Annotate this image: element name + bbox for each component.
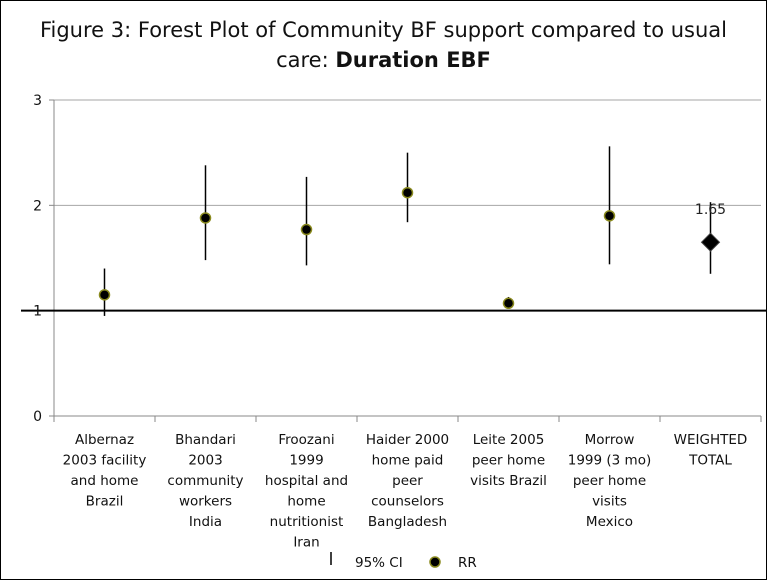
x-category-line: and home — [71, 473, 139, 489]
confidence-intervals — [103, 146, 712, 316]
total-value-label: 1.65 — [695, 202, 726, 218]
x-category-labels: Albernaz 2003 facility and home Brazil Bhand… — [63, 432, 748, 551]
rr-point — [300, 223, 313, 236]
chart-title-bold: Duration EBF — [335, 48, 491, 72]
x-category-line: hospital and — [265, 473, 348, 489]
x-category-line: Haider 2000 — [366, 432, 449, 448]
axes — [49, 99, 762, 422]
x-category-line: Brazil — [86, 494, 124, 510]
x-category-line: Leite 2005 — [473, 432, 545, 448]
x-category-line: 1999 (3 mo) — [568, 453, 651, 469]
x-category-label: Haider 2000 home paid peer counselors Bangla… — [366, 432, 449, 530]
rr-point — [502, 297, 515, 310]
x-category-line: TOTAL — [688, 453, 732, 469]
x-category-line: counselors — [371, 494, 444, 510]
legend: 95% CI RR — [330, 552, 477, 571]
x-category-line: Morrow — [585, 432, 635, 448]
chart-title-line1: Figure 3: Forest Plot of Community BF su… — [39, 18, 728, 42]
x-category-line: home — [287, 494, 325, 510]
y-tick-label: 2 — [33, 198, 42, 214]
x-category-line: Bangladesh — [368, 514, 447, 530]
y-tick-labels: 0 1 2 3 — [33, 93, 42, 425]
rr-diamond-total — [700, 232, 721, 252]
x-category-label: WEIGHTED TOTAL — [674, 432, 748, 469]
x-category-label: Leite 2005 peer home visits Brazil — [470, 432, 547, 489]
chart-title-prefix: care: — [276, 48, 336, 72]
x-category-line: 1999 — [289, 453, 323, 469]
legend-ci-label: 95% CI — [355, 555, 403, 571]
x-category-label: Albernaz 2003 facility and home Brazil — [63, 432, 147, 510]
chart-title-line2: care: Duration EBF — [11, 45, 756, 75]
x-category-label: Morrow 1999 (3 mo) peer home visits Mexico — [568, 432, 651, 530]
x-category-line: Froozani — [278, 432, 334, 448]
x-category-line: workers — [179, 494, 232, 510]
x-category-line: peer home — [472, 453, 545, 469]
rr-point — [603, 210, 616, 222]
x-category-line: nutritionist — [270, 514, 344, 530]
rr-point — [401, 186, 414, 199]
x-category-line: Mexico — [586, 514, 633, 530]
legend-rr-symbol — [429, 556, 441, 568]
annotations: 1.65 — [695, 202, 726, 218]
x-category-line: Iran — [293, 535, 319, 551]
x-category-label: Bhandari 2003 community workers India — [167, 432, 243, 530]
x-category-line: visits Brazil — [470, 473, 547, 489]
x-category-label: Froozani 1999 hospital and home nutritionist… — [265, 432, 348, 551]
y-tick-label: 1 — [33, 304, 42, 320]
x-category-line: WEIGHTED — [674, 432, 748, 448]
rr-point — [199, 212, 212, 224]
x-category-line: peer — [392, 473, 423, 489]
x-category-line: visits — [592, 494, 627, 510]
x-category-line: peer home — [573, 473, 646, 489]
x-category-line: Albernaz — [75, 432, 134, 448]
x-category-line: community — [167, 473, 243, 489]
x-category-line: 2003 facility — [63, 453, 147, 469]
x-category-line: home paid — [372, 453, 444, 469]
y-tick-label: 0 — [33, 409, 42, 425]
legend-rr-label: RR — [458, 555, 477, 571]
rr-point — [98, 289, 111, 301]
x-category-line: India — [189, 514, 222, 530]
x-category-line: 2003 — [188, 453, 222, 469]
y-tick-label: 3 — [33, 93, 42, 109]
rr-points — [98, 186, 721, 310]
x-category-line: Bhandari — [175, 432, 236, 448]
